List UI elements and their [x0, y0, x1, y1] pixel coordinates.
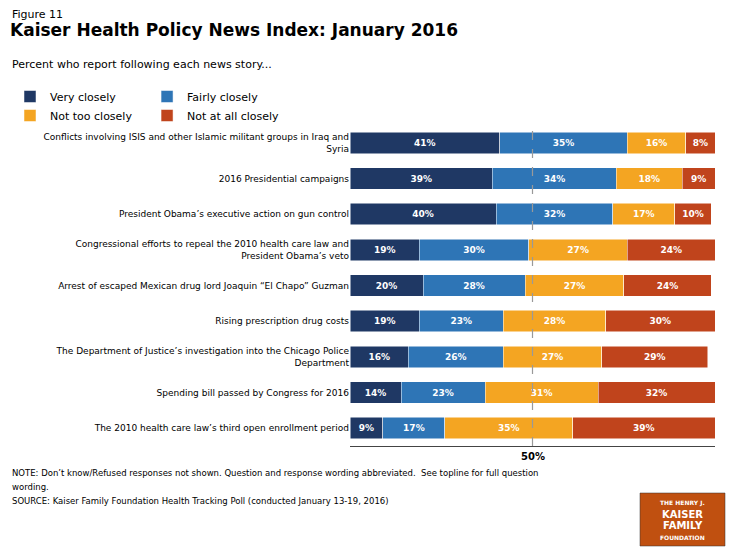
svg-text:Percent who report following e: Percent who report following each news s… — [12, 58, 272, 71]
svg-text:41%: 41% — [414, 138, 436, 148]
svg-text:Fairly closely: Fairly closely — [187, 91, 258, 104]
svg-text:17%: 17% — [403, 423, 425, 433]
svg-text:30%: 30% — [463, 245, 485, 255]
svg-text:40%: 40% — [412, 209, 434, 219]
svg-text:President Obama’s executive ac: President Obama’s executive action on gu… — [119, 209, 349, 219]
svg-text:18%: 18% — [639, 174, 661, 184]
svg-text:50%: 50% — [521, 451, 545, 462]
svg-text:39%: 39% — [633, 423, 655, 433]
svg-text:Arrest of escaped Mexican drug: Arrest of escaped Mexican drug lord Joaq… — [58, 281, 349, 291]
svg-text:17%: 17% — [633, 209, 655, 219]
svg-text:35%: 35% — [553, 138, 575, 148]
svg-text:Kaiser Health Policy News Inde: Kaiser Health Policy News Index: January… — [10, 20, 458, 40]
svg-text:24%: 24% — [660, 245, 682, 255]
svg-text:20%: 20% — [376, 281, 398, 291]
svg-text:Rising prescription drug costs: Rising prescription drug costs — [215, 316, 349, 326]
svg-text:39%: 39% — [410, 174, 432, 184]
svg-text:32%: 32% — [646, 388, 668, 398]
svg-text:16%: 16% — [368, 352, 390, 362]
svg-text:27%: 27% — [567, 245, 589, 255]
svg-text:Very closely: Very closely — [50, 91, 116, 104]
svg-text:Spending bill passed by Congre: Spending bill passed by Congress for 201… — [157, 388, 350, 398]
svg-text:16%: 16% — [646, 138, 668, 148]
svg-text:9%: 9% — [691, 174, 706, 184]
svg-text:23%: 23% — [451, 316, 473, 326]
svg-text:19%: 19% — [374, 316, 396, 326]
svg-text:10%: 10% — [682, 209, 704, 219]
svg-text:Not too closely: Not too closely — [50, 110, 132, 123]
svg-text:32%: 32% — [544, 209, 566, 219]
svg-text:THE HENRY J.: THE HENRY J. — [660, 499, 705, 507]
svg-text:28%: 28% — [463, 281, 485, 291]
svg-text:Congressional efforts to repea: Congressional efforts to repeal the 2010… — [75, 239, 349, 261]
svg-text:30%: 30% — [649, 316, 671, 326]
svg-text:9%: 9% — [359, 423, 374, 433]
svg-text:SOURCE: Kaiser Family Foundati: SOURCE: Kaiser Family Foundation Health … — [12, 496, 389, 506]
svg-text:27%: 27% — [564, 281, 586, 291]
svg-text:24%: 24% — [657, 281, 679, 291]
svg-text:FAMILY: FAMILY — [663, 520, 703, 531]
svg-text:35%: 35% — [498, 423, 520, 433]
svg-text:wording.: wording. — [12, 482, 49, 492]
svg-text:The 2010 health care law’s thi: The 2010 health care law’s third open en… — [94, 423, 349, 433]
svg-text:29%: 29% — [644, 352, 666, 362]
svg-text:Figure 11: Figure 11 — [12, 8, 63, 21]
svg-text:31%: 31% — [531, 388, 553, 398]
svg-text:2016 Presidential campaigns: 2016 Presidential campaigns — [219, 174, 349, 184]
svg-text:FOUNDATION: FOUNDATION — [660, 534, 705, 541]
svg-text:Not at all closely: Not at all closely — [187, 110, 279, 123]
svg-text:34%: 34% — [544, 174, 566, 184]
svg-text:The Department of Justice’s in: The Department of Justice’s investigatio… — [56, 346, 350, 368]
svg-text:Conflicts involving ISIS and o: Conflicts involving ISIS and other Islam… — [43, 132, 349, 154]
svg-text:KAISER: KAISER — [662, 509, 703, 520]
svg-text:28%: 28% — [544, 316, 566, 326]
svg-text:27%: 27% — [542, 352, 564, 362]
svg-text:23%: 23% — [432, 388, 454, 398]
svg-text:14%: 14% — [365, 388, 387, 398]
svg-text:26%: 26% — [445, 352, 467, 362]
svg-text:19%: 19% — [374, 245, 396, 255]
svg-text:NOTE: Don’t know/Refused respo: NOTE: Don’t know/Refused responses not s… — [12, 468, 539, 478]
svg-text:8%: 8% — [693, 138, 708, 148]
